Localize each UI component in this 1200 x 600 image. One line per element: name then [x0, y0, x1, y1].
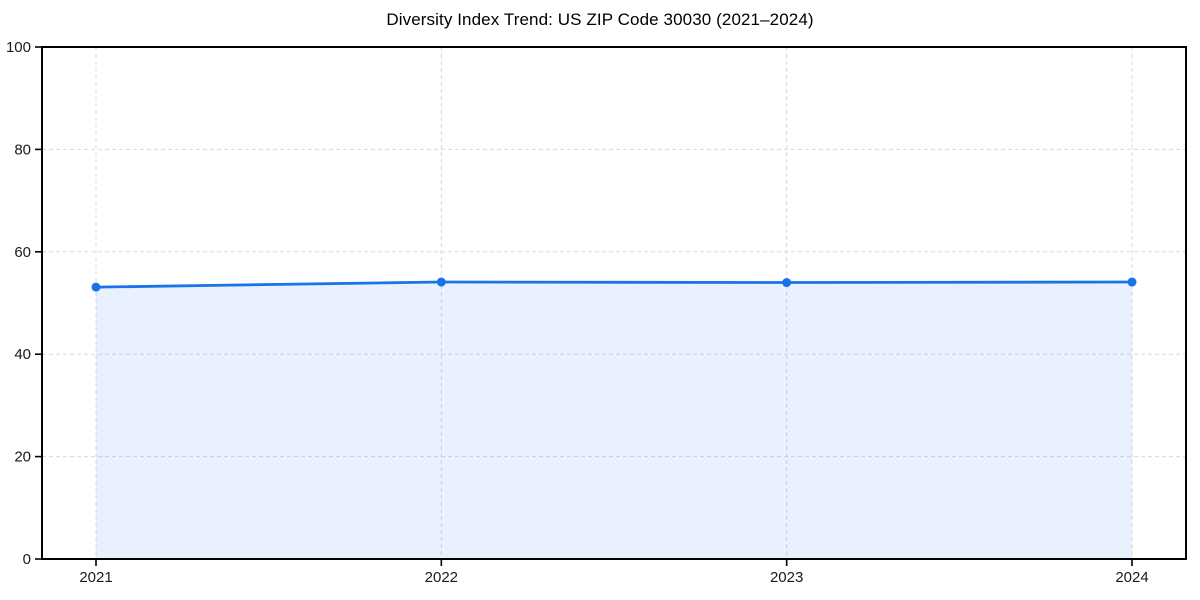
trend-line — [94, 280, 1134, 289]
data-point-marker — [1127, 277, 1137, 287]
plot-border — [41, 46, 1187, 560]
y-tick-label: 100 — [6, 39, 31, 56]
y-tick-label: 60 — [14, 244, 31, 261]
x-tick-label: 2024 — [1115, 569, 1148, 586]
data-point-marker — [436, 277, 446, 287]
chart-title: Diversity Index Trend: US ZIP Code 30030… — [386, 10, 814, 29]
data-point-marker — [782, 278, 792, 288]
x-tick-label: 2023 — [770, 569, 803, 586]
x-tick-label: 2021 — [79, 569, 112, 586]
x-tick-label: 2022 — [425, 569, 458, 586]
data-point-marker — [91, 282, 101, 292]
y-tick-label: 40 — [14, 346, 31, 363]
y-tick-label: 80 — [14, 141, 31, 158]
y-tick-label: 0 — [23, 551, 31, 568]
y-tick-label: 20 — [14, 449, 31, 466]
area-fill — [96, 282, 1132, 559]
